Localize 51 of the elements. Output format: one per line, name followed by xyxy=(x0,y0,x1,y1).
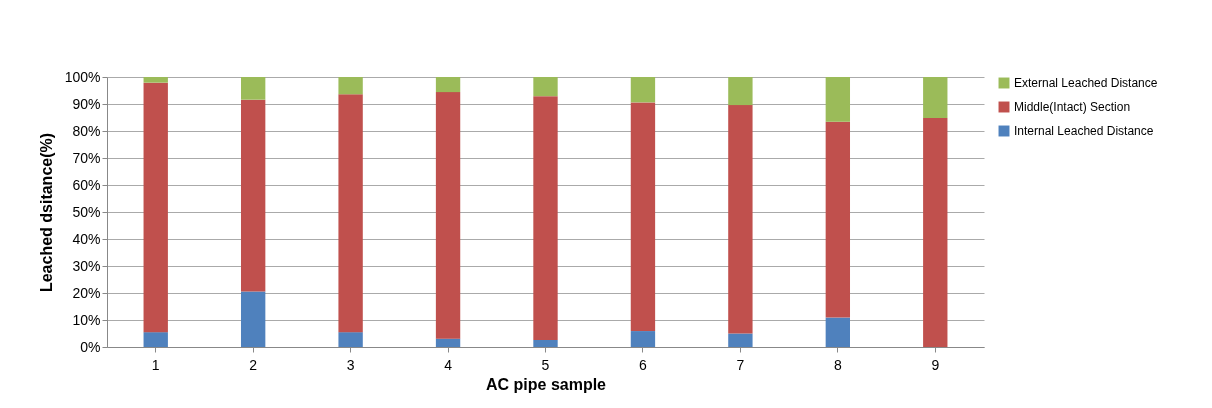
y-tick-label: 30% xyxy=(72,257,101,274)
bar xyxy=(435,77,461,93)
bar xyxy=(435,338,461,347)
y-axis-title: Leached dsitance(%) xyxy=(37,132,55,293)
x-tick-label: 9 xyxy=(931,356,940,373)
bar xyxy=(630,102,656,332)
x-tick-label: 2 xyxy=(249,356,258,373)
y-tick-label: 100% xyxy=(64,68,101,85)
bar xyxy=(825,77,851,122)
y-tick-label: 0% xyxy=(80,338,101,355)
bar xyxy=(240,99,266,292)
bar xyxy=(533,77,558,97)
bar xyxy=(728,333,753,347)
legend-label: External Leached Distance xyxy=(1014,76,1158,90)
y-tick-label: 70% xyxy=(72,149,101,166)
legend-label: Internal Leached Distance xyxy=(1014,124,1154,138)
bar xyxy=(825,317,851,347)
bar xyxy=(728,77,753,106)
bar xyxy=(923,118,948,347)
bar xyxy=(240,77,266,100)
y-tick-label: 40% xyxy=(72,230,101,247)
bar xyxy=(923,77,948,119)
bar xyxy=(533,96,558,340)
y-tick-label: 50% xyxy=(72,203,101,220)
x-tick-label: 3 xyxy=(346,356,355,373)
bar xyxy=(240,291,266,347)
y-tick-label: 80% xyxy=(72,122,101,139)
x-tick-label: 6 xyxy=(639,356,648,373)
x-tick-label: 7 xyxy=(736,356,745,373)
y-tick-label: 20% xyxy=(72,284,101,301)
bar xyxy=(825,121,851,318)
y-tick-label: 90% xyxy=(72,95,101,112)
y-tick-label: 10% xyxy=(72,311,101,328)
bar xyxy=(143,77,168,83)
bar xyxy=(338,77,363,95)
x-tick-label: 5 xyxy=(541,356,550,373)
bar xyxy=(728,105,753,334)
legend-label: Middle(Intact) Section xyxy=(1014,100,1131,114)
x-tick-label: 4 xyxy=(444,356,453,373)
x-axis-title: AC pipe sample xyxy=(485,375,607,393)
bar xyxy=(338,332,363,347)
bar xyxy=(143,332,168,347)
bar xyxy=(435,92,461,339)
x-tick-label: 1 xyxy=(151,356,160,373)
bar xyxy=(533,339,558,347)
bar xyxy=(630,331,656,347)
x-tick-label: 8 xyxy=(833,356,842,373)
bar xyxy=(630,77,656,103)
y-tick-label: 60% xyxy=(72,176,101,193)
bar xyxy=(143,82,168,333)
bar xyxy=(338,94,363,333)
